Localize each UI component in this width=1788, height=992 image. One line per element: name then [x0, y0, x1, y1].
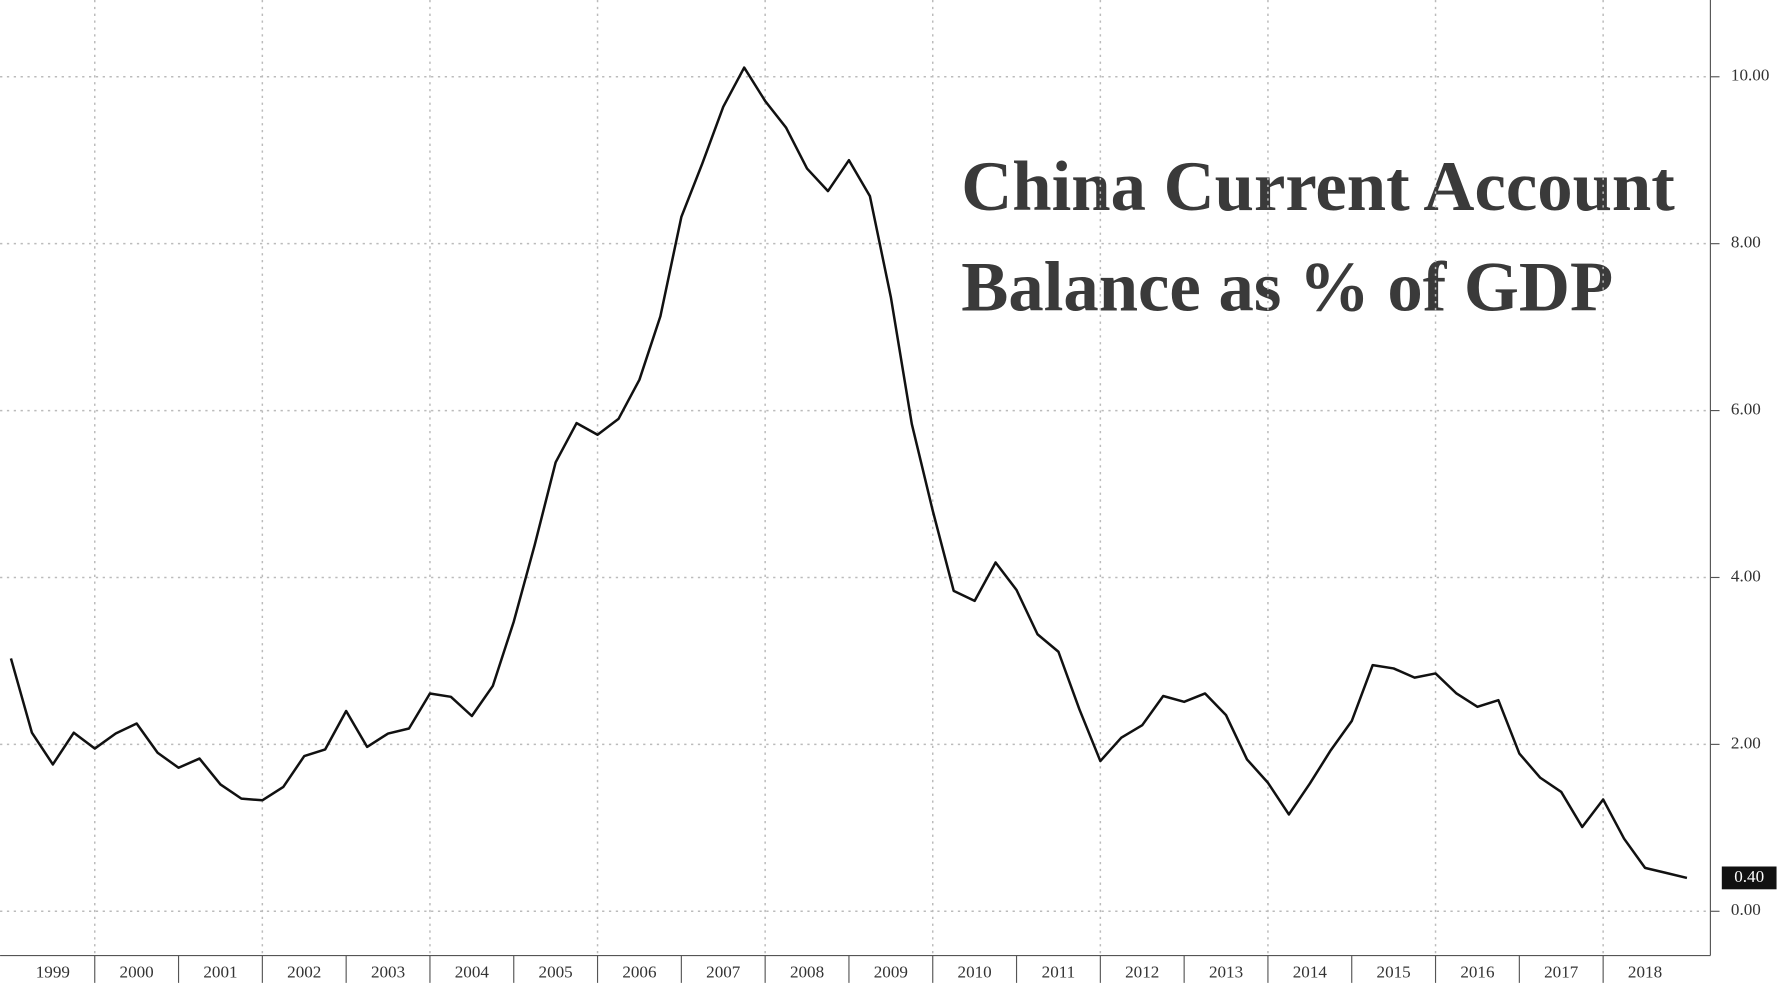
x-tick-label: 2002 [287, 963, 321, 982]
x-tick-label: 2013 [1209, 963, 1243, 982]
x-tick-label: 2010 [958, 963, 992, 982]
x-tick-label: 2007 [706, 963, 741, 982]
y-tick-label: 8.00 [1731, 233, 1761, 252]
chart-title: Balance as % of GDP [961, 248, 1613, 326]
y-tick-label: 0.00 [1731, 900, 1761, 919]
x-tick-label: 2006 [622, 963, 657, 982]
chart-title: China Current Account [961, 148, 1675, 226]
x-tick-label: 2015 [1377, 963, 1411, 982]
x-tick-label: 2018 [1628, 963, 1662, 982]
x-tick-label: 2016 [1460, 963, 1495, 982]
x-tick-label: 2004 [455, 963, 490, 982]
x-tick-label: 2012 [1125, 963, 1159, 982]
line [9, 66, 1688, 880]
x-tick-label: 2001 [203, 963, 237, 982]
x-tick-label: 2008 [790, 963, 824, 982]
x-tick-label: 2005 [539, 963, 573, 982]
y-tick-label: 10.00 [1731, 66, 1769, 85]
x-tick-label: 2009 [874, 963, 908, 982]
x-tick-label: 2014 [1293, 963, 1328, 982]
x-tick-label: 1999 [36, 963, 70, 982]
y-tick-label: 6.00 [1731, 400, 1761, 419]
x-tick-label: 2017 [1544, 963, 1579, 982]
last-value-badge [1721, 866, 1777, 890]
y-tick-label: 4.00 [1731, 566, 1761, 585]
last-value-label: 0.40 [1734, 867, 1764, 886]
x-tick-label: 2000 [120, 963, 154, 982]
y-tick-label: 2.00 [1731, 733, 1761, 752]
x-tick-label: 2011 [1042, 963, 1076, 982]
x-tick-label: 2003 [371, 963, 405, 982]
